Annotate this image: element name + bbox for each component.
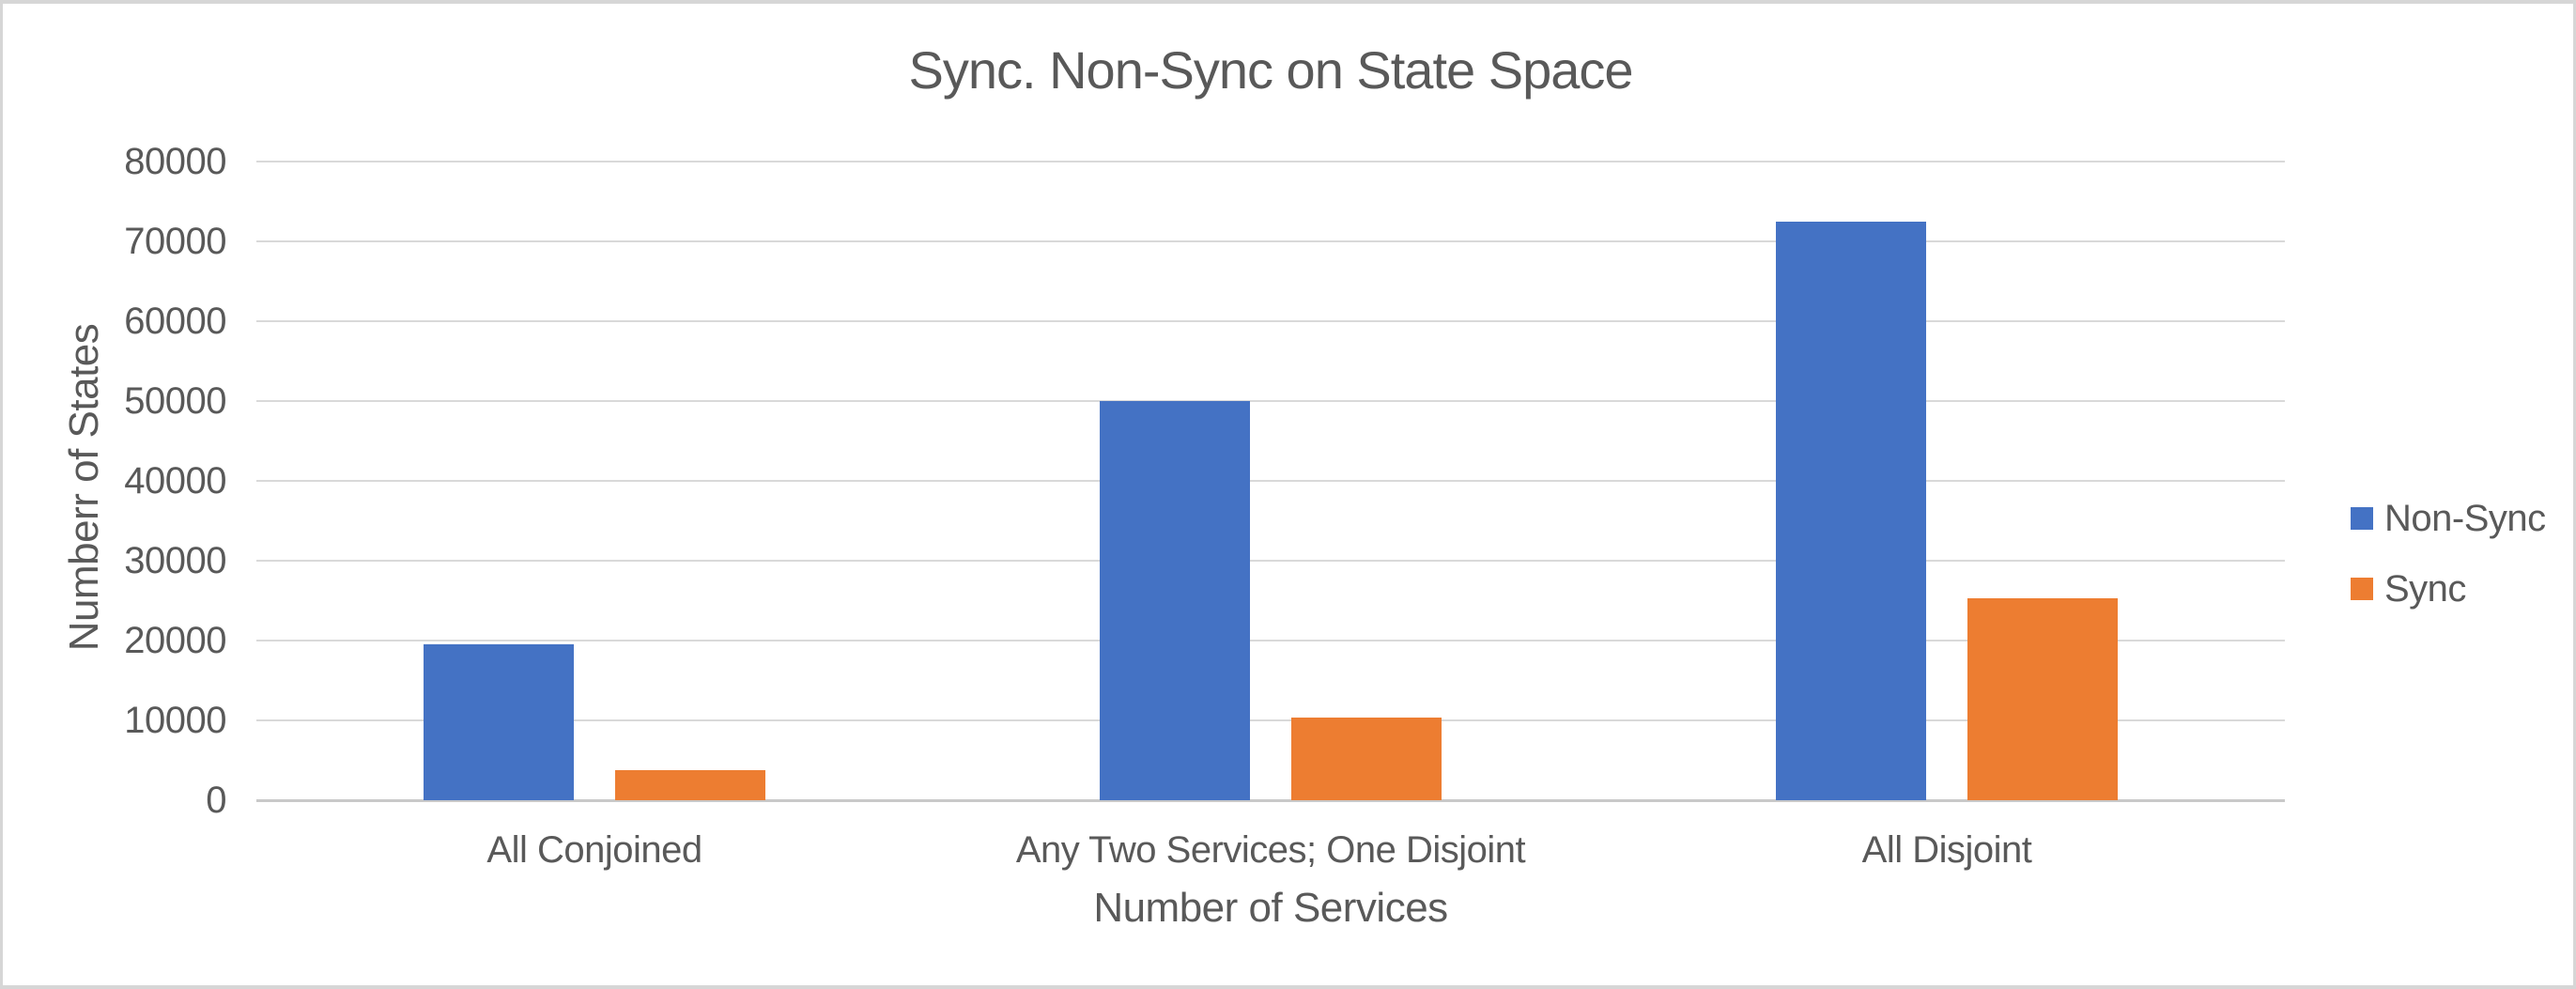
legend-label-non-sync: Non-Sync bbox=[2384, 497, 2546, 539]
y-tick-label-80000: 80000 bbox=[124, 141, 226, 182]
chart-title: Sync. Non-Sync on State Space bbox=[908, 40, 1634, 100]
legend-swatch-sync bbox=[2351, 578, 2373, 600]
bar-sync-2 bbox=[1967, 597, 2118, 800]
bar-non-sync-1 bbox=[1100, 401, 1250, 800]
x-axis-title: Number of Services bbox=[1093, 885, 1448, 931]
bar-sync-1 bbox=[1291, 717, 1442, 800]
y-tick-label-0: 0 bbox=[206, 780, 226, 821]
y-tick-label-60000: 60000 bbox=[124, 301, 226, 342]
gridline-20000 bbox=[256, 640, 2285, 641]
y-tick-label-70000: 70000 bbox=[124, 221, 226, 262]
gridline-60000 bbox=[256, 320, 2285, 322]
y-tick-label-40000: 40000 bbox=[124, 460, 226, 502]
x-category-label-2: All Disjoint bbox=[1861, 829, 2032, 871]
bar-non-sync-0 bbox=[424, 644, 574, 800]
legend-label-sync: Sync bbox=[2384, 567, 2466, 610]
y-tick-label-10000: 10000 bbox=[124, 700, 226, 741]
legend-item-sync: Sync bbox=[2351, 566, 2466, 611]
x-category-label-1: Any Two Services; One Disjoint bbox=[1015, 829, 1526, 871]
y-tick-label-20000: 20000 bbox=[124, 620, 226, 661]
bar-non-sync-2 bbox=[1776, 221, 1926, 800]
x-axis-line bbox=[256, 799, 2285, 802]
gridline-80000 bbox=[256, 161, 2285, 162]
bar-sync-0 bbox=[615, 769, 765, 800]
gridline-30000 bbox=[256, 560, 2285, 562]
gridline-50000 bbox=[256, 400, 2285, 402]
y-tick-label-30000: 30000 bbox=[124, 540, 226, 581]
gridline-70000 bbox=[256, 240, 2285, 242]
y-tick-label-50000: 50000 bbox=[124, 380, 226, 422]
x-category-label-0: All Conjoined bbox=[486, 829, 702, 871]
plot-area bbox=[256, 161, 2285, 802]
gridline-10000 bbox=[256, 719, 2285, 721]
legend-item-non-sync: Non-Sync bbox=[2351, 496, 2546, 541]
gridline-40000 bbox=[256, 480, 2285, 482]
legend-swatch-non-sync bbox=[2351, 507, 2373, 530]
